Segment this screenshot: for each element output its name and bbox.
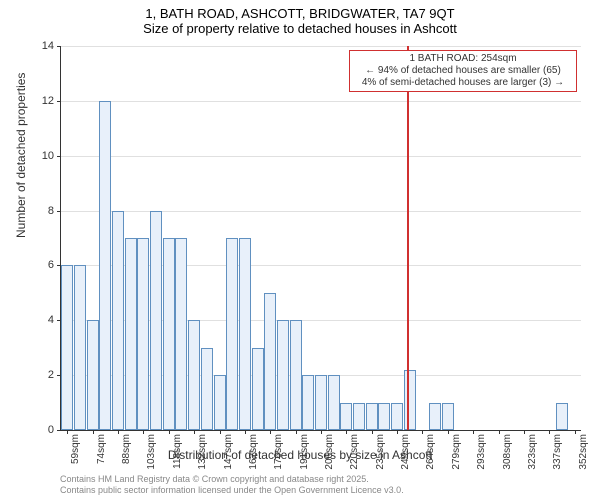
histogram-bar xyxy=(556,403,568,430)
xtick-mark xyxy=(169,430,170,434)
ytick-mark xyxy=(57,156,61,157)
marker-line xyxy=(407,46,409,430)
xtick-mark xyxy=(220,430,221,434)
ytick-mark xyxy=(57,46,61,47)
histogram-bar xyxy=(404,370,416,430)
chart-container: 1, BATH ROAD, ASHCOTT, BRIDGWATER, TA7 9… xyxy=(0,0,600,500)
x-axis-label: Distribution of detached houses by size … xyxy=(0,448,600,462)
histogram-bar xyxy=(125,238,137,430)
xtick-mark xyxy=(473,430,474,434)
ytick-label: 14 xyxy=(24,40,54,52)
histogram-bar xyxy=(175,238,187,430)
histogram-bar xyxy=(99,101,111,430)
ytick-label: 8 xyxy=(24,205,54,217)
xtick-mark xyxy=(194,430,195,434)
histogram-bar xyxy=(61,265,73,430)
ytick-mark xyxy=(57,211,61,212)
ytick-mark xyxy=(57,101,61,102)
histogram-bar xyxy=(226,238,238,430)
xtick-mark xyxy=(143,430,144,434)
gridline xyxy=(61,156,581,157)
histogram-bar xyxy=(429,403,441,430)
xtick-mark xyxy=(499,430,500,434)
histogram-bar xyxy=(201,348,213,430)
ytick-label: 6 xyxy=(24,259,54,271)
footer-line2: Contains public sector information licen… xyxy=(60,485,404,496)
xtick-mark xyxy=(118,430,119,434)
marker-callout: 1 BATH ROAD: 254sqm← 94% of detached hou… xyxy=(349,50,577,92)
histogram-bar xyxy=(366,403,378,430)
histogram-bar xyxy=(74,265,86,430)
histogram-bar xyxy=(214,375,226,430)
histogram-bar xyxy=(239,238,251,430)
histogram-bar xyxy=(290,320,302,430)
ytick-label: 12 xyxy=(24,95,54,107)
histogram-bar xyxy=(277,320,289,430)
histogram-bar xyxy=(391,403,403,430)
xtick-mark xyxy=(422,430,423,434)
footer-line1: Contains HM Land Registry data © Crown c… xyxy=(60,474,404,485)
ytick-mark xyxy=(57,430,61,431)
ytick-label: 2 xyxy=(24,369,54,381)
xtick-mark xyxy=(346,430,347,434)
xtick-mark xyxy=(372,430,373,434)
gridline xyxy=(61,211,581,212)
histogram-bar xyxy=(112,211,124,430)
page-subtitle: Size of property relative to detached ho… xyxy=(0,21,600,36)
ytick-label: 10 xyxy=(24,150,54,162)
xtick-mark xyxy=(93,430,94,434)
xtick-mark xyxy=(321,430,322,434)
xtick-mark xyxy=(67,430,68,434)
chart-area: 59sqm74sqm88sqm103sqm118sqm132sqm147sqm1… xyxy=(60,46,580,430)
xtick-mark xyxy=(270,430,271,434)
histogram-bar xyxy=(188,320,200,430)
histogram-bar xyxy=(137,238,149,430)
callout-line: 1 BATH ROAD: 254sqm xyxy=(354,53,572,65)
histogram-bar xyxy=(315,375,327,430)
header: 1, BATH ROAD, ASHCOTT, BRIDGWATER, TA7 9… xyxy=(0,0,600,36)
xtick-mark xyxy=(245,430,246,434)
histogram-bar xyxy=(328,375,340,430)
xtick-mark xyxy=(296,430,297,434)
page-title: 1, BATH ROAD, ASHCOTT, BRIDGWATER, TA7 9… xyxy=(0,6,600,21)
gridline xyxy=(61,101,581,102)
histogram-bar xyxy=(264,293,276,430)
plot-region: 59sqm74sqm88sqm103sqm118sqm132sqm147sqm1… xyxy=(60,46,581,431)
histogram-bar xyxy=(378,403,390,430)
ytick-label: 4 xyxy=(24,314,54,326)
callout-line: 4% of semi-detached houses are larger (3… xyxy=(354,77,572,89)
histogram-bar xyxy=(150,211,162,430)
callout-line: ← 94% of detached houses are smaller (65… xyxy=(354,65,572,77)
histogram-bar xyxy=(442,403,454,430)
xtick-mark xyxy=(524,430,525,434)
histogram-bar xyxy=(302,375,314,430)
xtick-mark xyxy=(549,430,550,434)
histogram-bar xyxy=(163,238,175,430)
histogram-bar xyxy=(340,403,352,430)
ytick-label: 0 xyxy=(24,424,54,436)
xtick-mark xyxy=(448,430,449,434)
histogram-bar xyxy=(252,348,264,430)
histogram-bar xyxy=(353,403,365,430)
xtick-mark xyxy=(397,430,398,434)
xtick-mark xyxy=(575,430,576,434)
gridline xyxy=(61,46,581,47)
histogram-bar xyxy=(87,320,99,430)
footer: Contains HM Land Registry data © Crown c… xyxy=(60,474,404,496)
